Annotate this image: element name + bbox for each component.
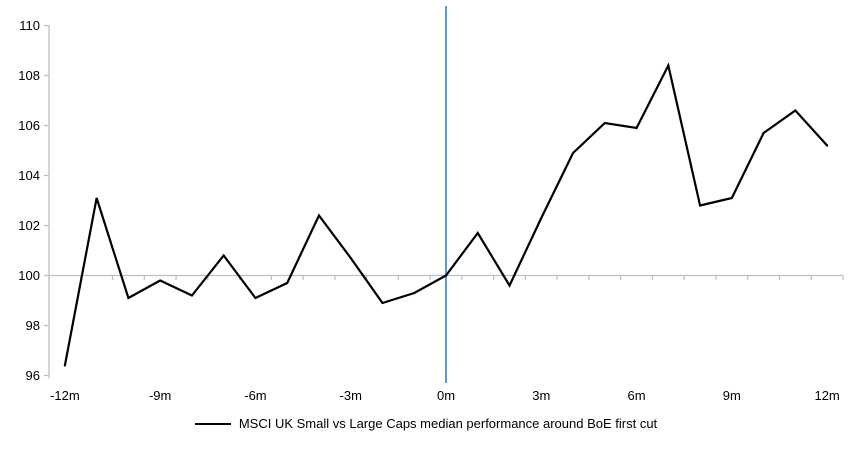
y-tick-label: 96 (26, 368, 40, 383)
y-tick-label: 108 (18, 68, 40, 83)
series-line (63, 62, 829, 367)
x-tick-label: -12m (50, 388, 80, 403)
x-tick-label: 12m (814, 388, 839, 403)
y-tick-label: 104 (18, 168, 40, 183)
y-tick-label: 102 (18, 218, 40, 233)
x-tick-label: -3m (340, 388, 362, 403)
legend: MSCI UK Small vs Large Caps median perfo… (0, 416, 852, 431)
legend-line-sample-icon (194, 422, 231, 425)
y-tick-label: 110 (19, 18, 40, 33)
x-tick-label: 3m (532, 388, 550, 403)
y-tick-label: 98 (26, 318, 40, 333)
x-tick-label: 6m (628, 388, 646, 403)
x-axis-labels: -12m -9m -6m -3m 0m 3m 6m 9m 12m (50, 388, 840, 403)
x-tick-label: -6m (244, 388, 266, 403)
x-tick-label: -9m (149, 388, 171, 403)
y-tick-label: 106 (18, 118, 40, 133)
y-tick-label: 100 (18, 268, 40, 283)
x-tick-label: 0m (437, 388, 455, 403)
y-axis: 96 98 100 102 104 106 108 110 (18, 18, 50, 383)
x-tick-label: 9m (723, 388, 741, 403)
legend-label: MSCI UK Small vs Large Caps median perfo… (238, 416, 658, 431)
